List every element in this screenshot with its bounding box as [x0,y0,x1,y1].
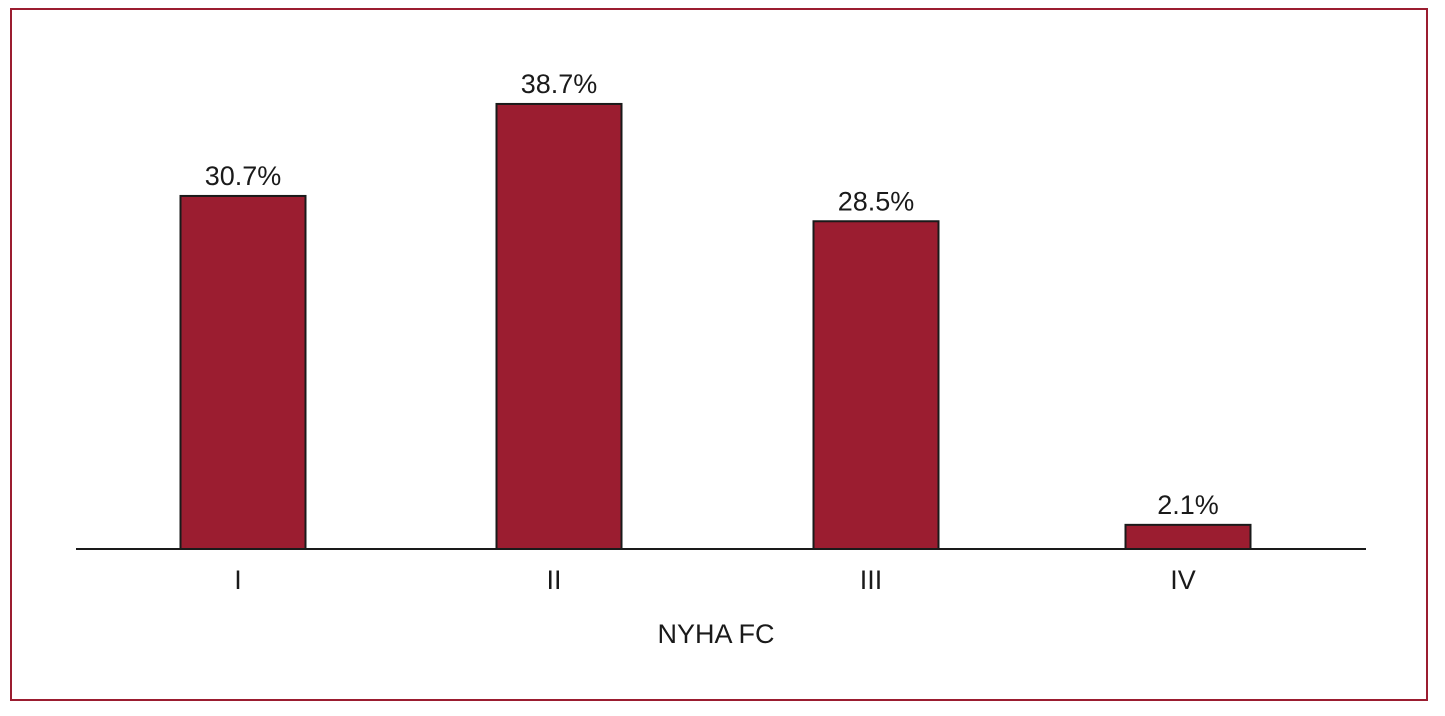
x-axis-title: NYHA FC [657,619,774,649]
x-tick-label-III: III [860,565,883,595]
bar-IV [1124,523,1252,550]
data-label-IV: 2.1% [1157,490,1219,520]
bar-I [179,194,307,550]
data-label-III: 28.5% [838,186,915,216]
value-labels-group: 30.7% 38.7% 28.5% 2.1% [205,69,1219,520]
data-label-I: 30.7% [205,161,282,191]
data-label-II: 38.7% [521,69,598,99]
bar-II [495,102,623,550]
x-tick-labels-group: I II III IV [234,565,1196,595]
x-tick-label-I: I [234,565,242,595]
x-tick-label-II: II [546,565,561,595]
bars-group [179,102,1252,550]
x-tick-label-IV: IV [1170,565,1196,595]
bar-III [812,220,940,550]
